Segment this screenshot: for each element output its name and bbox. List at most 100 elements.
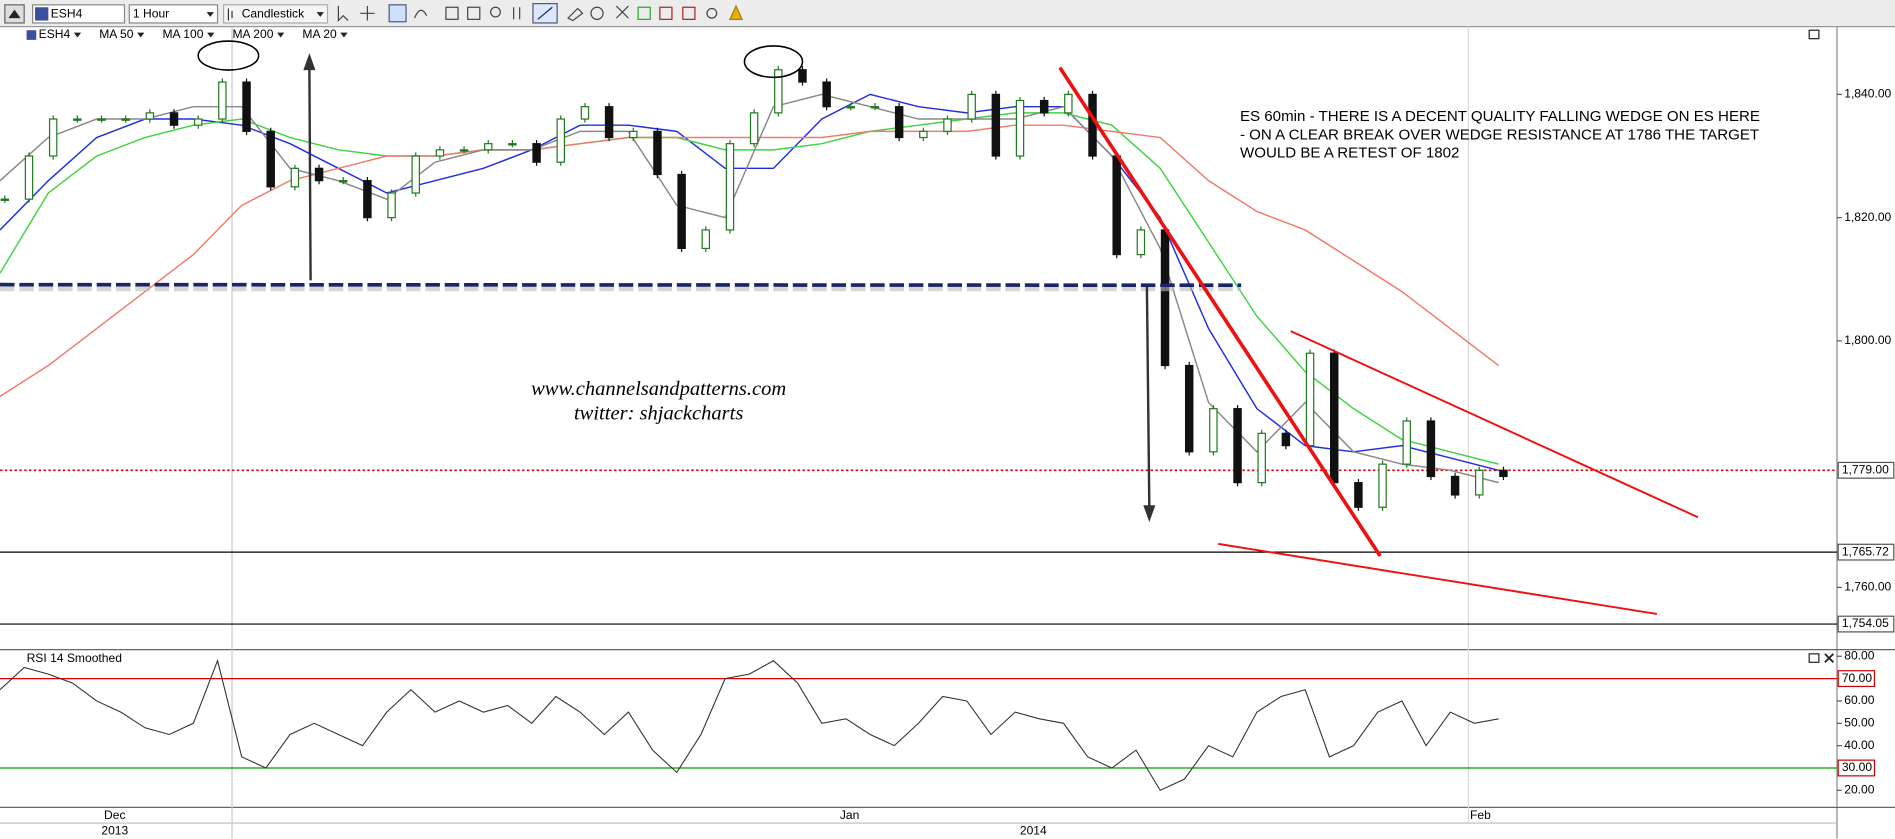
legend-dropdown-arrow: [137, 32, 145, 38]
y-tick-label: 60.00: [1844, 693, 1875, 707]
candle: [629, 130, 638, 139]
candle: [508, 143, 517, 146]
watermark: www.channelsandpatterns.com: [531, 378, 786, 400]
alert-tool[interactable]: [729, 4, 743, 20]
remove-tool[interactable]: [659, 6, 673, 20]
candle: [677, 173, 686, 250]
candle: [193, 118, 203, 126]
x-month-label: Feb: [1470, 808, 1491, 822]
candle: [1426, 420, 1436, 478]
annotation-line: - ON A CLEAR BREAK OVER WEDGE RESISTANCE…: [1240, 126, 1759, 143]
tool-icons: [337, 3, 743, 24]
y-tick-label: 80.00: [1844, 648, 1875, 662]
candle: [387, 192, 396, 219]
symbol-badge: [26, 30, 37, 40]
zoom-box-tool[interactable]: [467, 6, 481, 20]
eraser-tool[interactable]: [566, 7, 584, 22]
candle: [1112, 155, 1121, 256]
rsi-level-box: [1837, 670, 1876, 688]
candle: [1064, 93, 1073, 114]
y-tick-label: 50.00: [1844, 715, 1875, 729]
legend-dropdown-arrow: [207, 32, 215, 38]
candle: [97, 118, 106, 121]
annotation-line: ES 60min - THERE IS A DECENT QUALITY FAL…: [1240, 108, 1760, 125]
price-marker-box: [1837, 615, 1895, 633]
fib-tool[interactable]: [590, 6, 604, 20]
price-marker-box: [1837, 461, 1895, 479]
candle: [338, 180, 348, 183]
wedge-support: [1218, 542, 1658, 615]
candle: [1450, 475, 1460, 496]
y-tick-label: 1,760.00: [1844, 580, 1891, 594]
candle: [121, 118, 130, 121]
candle: [532, 143, 541, 163]
up-arrowhead: [303, 53, 316, 71]
x-month-label: Jan: [840, 808, 859, 822]
delete-tool[interactable]: [682, 6, 696, 20]
candle: [798, 69, 807, 83]
y-tick-label: 1,800.00: [1844, 333, 1891, 347]
maximize-button[interactable]: [1808, 29, 1820, 40]
grid-tool[interactable]: [388, 4, 407, 23]
candle: [604, 106, 614, 139]
candle: [1378, 463, 1387, 508]
legend-entry[interactable]: ESH4: [39, 27, 71, 41]
rsi-title: RSI 14 Smoothed: [27, 651, 122, 665]
top-ellipse: [197, 40, 260, 71]
zoom-tool[interactable]: [490, 6, 501, 18]
pointer-tool[interactable]: [337, 6, 349, 23]
collapse-icon: [8, 9, 21, 19]
rsi-level-box: [1837, 759, 1876, 777]
candle: [266, 130, 275, 188]
link-tool[interactable]: [706, 7, 718, 19]
price-marker-box: [1837, 543, 1895, 561]
down-arrowhead: [1143, 505, 1156, 523]
crosshair-tool[interactable]: [360, 6, 375, 21]
symbol-input[interactable]: [32, 4, 126, 24]
line-icon: [537, 6, 553, 20]
legend-entry[interactable]: MA 50: [99, 27, 134, 41]
add-tool[interactable]: [637, 6, 651, 20]
candle: [725, 143, 735, 231]
candle: [1209, 408, 1218, 453]
fit-tool[interactable]: [513, 7, 521, 20]
candle: [1233, 408, 1242, 484]
x-year-label: 2014: [1020, 824, 1047, 838]
candle: [1305, 352, 1315, 447]
candle: [314, 167, 324, 182]
x-year-label: 2013: [101, 824, 128, 838]
close-button[interactable]: [1824, 653, 1835, 663]
rsi-line: [0, 658, 1499, 792]
support-line: [0, 282, 1242, 288]
style-text: Candlestick: [242, 7, 305, 21]
candle: [1088, 93, 1097, 157]
candle: [749, 112, 759, 145]
price-marker-label: 1,765.72: [1842, 544, 1889, 558]
candle: [1402, 420, 1411, 465]
rsi-level-label: 70.00: [1842, 671, 1873, 685]
style-icon: [227, 8, 233, 21]
top-ellipse: [743, 45, 804, 79]
properties-tool[interactable]: [445, 6, 459, 20]
legend-entry[interactable]: MA 100: [162, 27, 203, 41]
style-dropdown[interactable]: [222, 4, 329, 24]
candle: [0, 198, 10, 201]
symbol-text: ESH4: [51, 7, 83, 21]
indicator-tool[interactable]: [413, 9, 428, 19]
price-marker-label: 1,779.00: [1842, 462, 1889, 476]
legend-entry[interactable]: MA 20: [302, 27, 337, 41]
candle: [1015, 99, 1025, 157]
candle: [459, 149, 469, 152]
legend-entry[interactable]: MA 200: [232, 27, 273, 41]
candle: [24, 155, 34, 200]
candle: [580, 106, 590, 120]
candle: [919, 130, 928, 139]
grid-layer: [0, 469, 1837, 769]
interval-dropdown[interactable]: [128, 4, 219, 24]
legend-dropdown-arrow: [340, 32, 348, 38]
maximize-button[interactable]: [1808, 653, 1820, 663]
pitchfork-tool[interactable]: [615, 5, 629, 19]
candle: [774, 69, 783, 114]
candle: [1475, 469, 1484, 496]
